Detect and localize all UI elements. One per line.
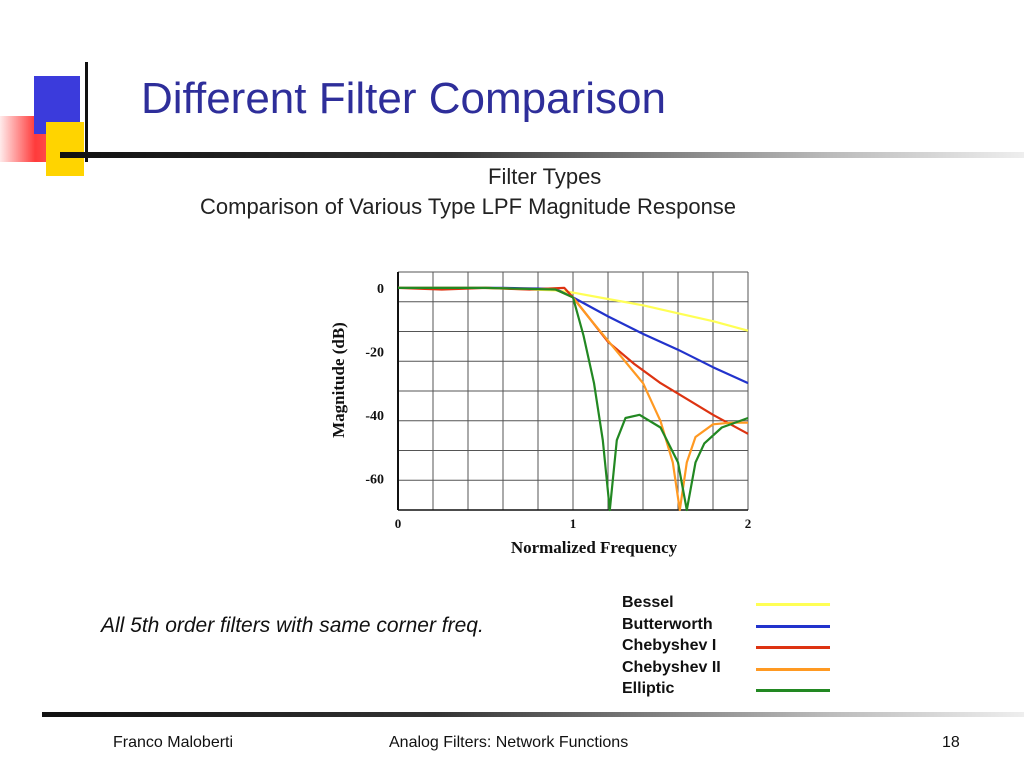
legend-item: Chebyshev II [622,659,842,681]
x-tick-label: 0 [395,516,402,531]
chart-ticks: 0 -20 -40 -60 0 1 2 [365,282,751,531]
page-number: 18 [942,734,960,751]
legend-item: Chebyshev I [622,637,842,659]
y-axis-label: Magnitude (dB) [329,322,348,438]
decor-vertical-line [85,62,88,162]
legend-label: Butterworth [622,615,713,633]
chart-axes [397,272,748,511]
title-rule [60,152,1024,158]
chart-series [397,286,749,512]
magnitude-response-chart: 0 -20 -40 -60 0 1 2 Magnitude (dB) Normalized … [329,271,751,557]
legend-swatch [756,624,830,628]
legend-item: Elliptic [622,680,842,702]
legend-item: Butterworth [622,616,842,638]
chart-subtitle: Comparison of Various Type LPF Magnitude… [200,194,737,219]
legend-swatch [756,667,830,671]
legend-item: Bessel [622,594,842,616]
footer-course: Analog Filters: Network Functions [389,734,629,751]
legend-label: Elliptic [622,680,675,697]
chart-grid [397,271,749,511]
y-tick-label: -60 [365,472,384,487]
y-tick-label: -40 [365,409,384,424]
x-tick-label: 1 [570,516,577,531]
y-tick-label: 0 [377,282,384,297]
note-text: All 5th order filters with same corner f… [101,614,484,637]
legend-swatch [756,689,830,692]
legend-swatch [756,646,830,649]
legend-label: Chebyshev II [622,658,721,676]
slide-title: Different Filter Comparison [141,74,666,123]
legend: Bessel Butterworth Chebyshev I Chebyshev II… [622,594,842,702]
footer-rule [42,712,1024,717]
footer-author: Franco Maloberti [113,734,234,751]
chart-title: Filter Types [488,164,602,189]
legend-label: Chebyshev I [622,637,717,654]
x-axis-label: Normalized Frequency [511,538,678,557]
y-tick-label: -20 [365,345,384,360]
legend-swatch [756,603,830,606]
series-line-elliptic [398,286,749,512]
legend-label: Bessel [622,594,674,611]
decor-yellow-square [46,122,84,176]
x-tick-label: 2 [745,516,752,531]
